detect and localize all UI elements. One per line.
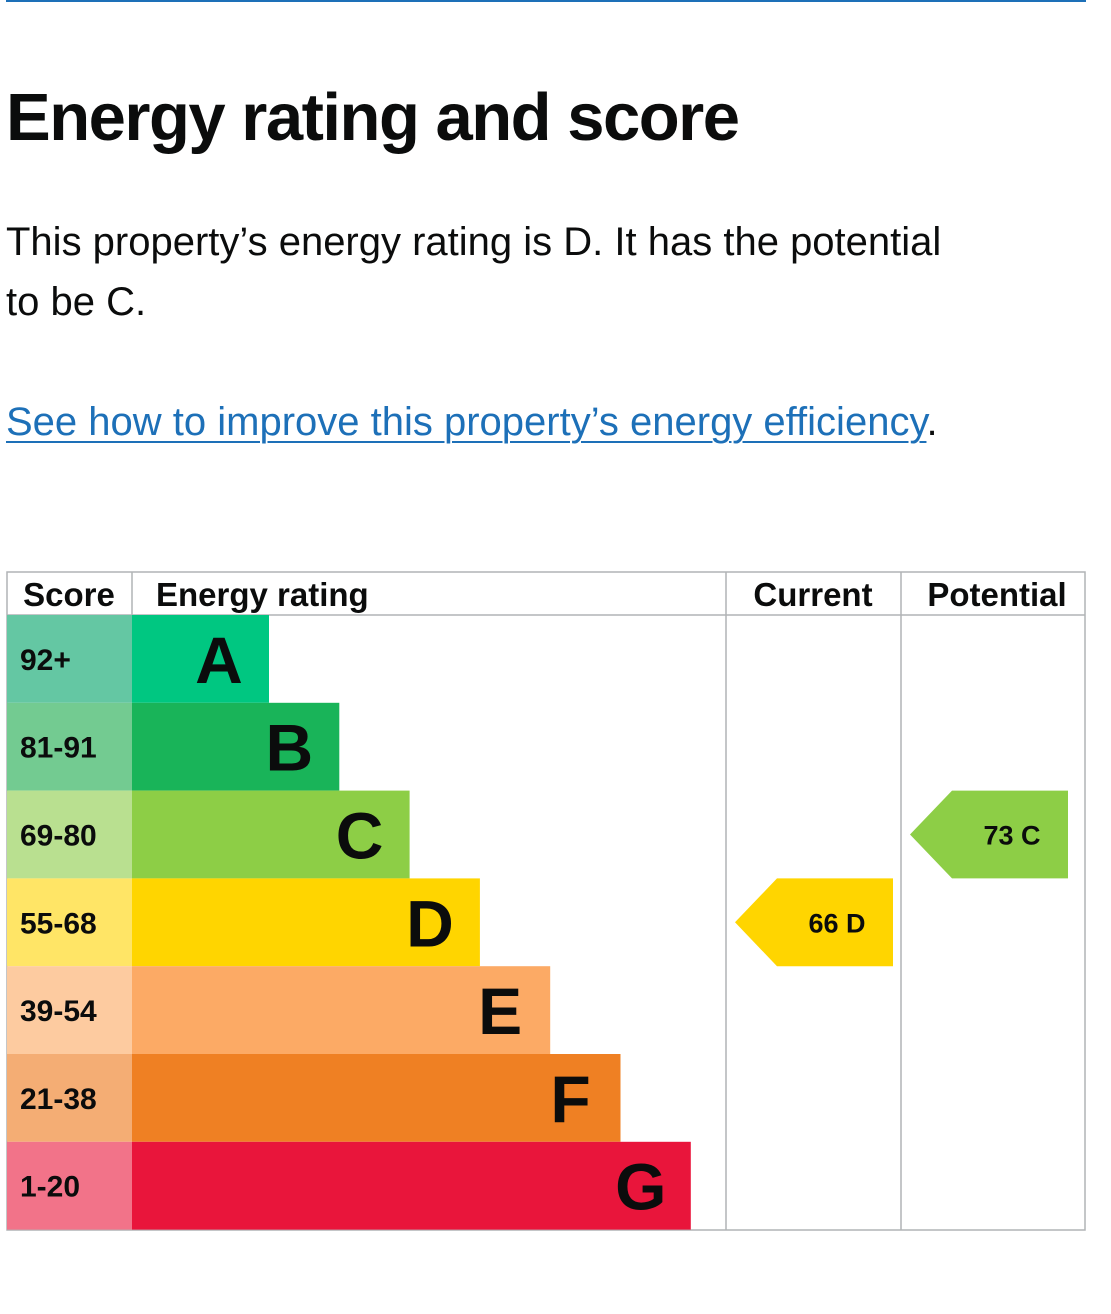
score-range-c: 69-80 bbox=[20, 820, 97, 853]
improve-paragraph: See how to improve this property’s energ… bbox=[6, 392, 946, 452]
score-range-e: 39-54 bbox=[20, 995, 97, 1028]
rating-bar-d bbox=[132, 878, 480, 967]
score-cell-f bbox=[7, 1054, 132, 1142]
score-cell-a bbox=[7, 615, 132, 703]
score-range-a: 92+ bbox=[20, 644, 71, 677]
header-score: Score bbox=[23, 576, 115, 613]
score-cell-g bbox=[7, 1141, 132, 1230]
potential-marker-label: 73 C bbox=[983, 821, 1040, 851]
rating-letter-e: E bbox=[478, 974, 522, 1048]
rating-bar-g bbox=[132, 1141, 691, 1230]
rating-letter-c: C bbox=[336, 799, 384, 873]
header-current: Current bbox=[753, 576, 872, 613]
score-range-g: 1-20 bbox=[20, 1171, 80, 1204]
score-cell-c bbox=[7, 790, 132, 879]
score-range-b: 81-91 bbox=[20, 732, 97, 765]
current-marker-label: 66 D bbox=[808, 908, 865, 938]
score-cell-e bbox=[7, 966, 132, 1054]
score-cell-b bbox=[7, 702, 132, 791]
rating-bar-e bbox=[132, 966, 551, 1054]
rating-letter-a: A bbox=[195, 623, 243, 697]
header-energy-rating: Energy rating bbox=[156, 576, 369, 613]
top-rule bbox=[6, 0, 1086, 2]
current-marker bbox=[735, 878, 893, 967]
score-range-d: 55-68 bbox=[20, 907, 97, 940]
rating-letter-f: F bbox=[550, 1062, 590, 1136]
energy-rating-chart: Score Energy rating Current Potential 92+ A 81… bbox=[6, 571, 1086, 1231]
header-potential: Potential bbox=[927, 576, 1066, 613]
rating-bar-c bbox=[132, 790, 410, 879]
rating-letter-d: D bbox=[406, 886, 454, 960]
rating-bar-f bbox=[132, 1054, 621, 1142]
rating-bar-b bbox=[132, 702, 340, 791]
score-cell-d bbox=[7, 878, 132, 967]
rating-summary: This property’s energy rating is D. It h… bbox=[6, 220, 942, 324]
potential-marker bbox=[910, 790, 1068, 879]
page-title: Energy rating and score bbox=[6, 80, 740, 155]
score-range-f: 21-38 bbox=[20, 1083, 97, 1116]
improve-efficiency-link[interactable]: See how to improve this property’s energ… bbox=[6, 400, 927, 444]
rating-bar-a bbox=[132, 615, 269, 703]
rating-letter-g: G bbox=[615, 1150, 666, 1224]
rating-letter-b: B bbox=[265, 711, 313, 785]
improve-link-suffix: . bbox=[926, 400, 938, 444]
